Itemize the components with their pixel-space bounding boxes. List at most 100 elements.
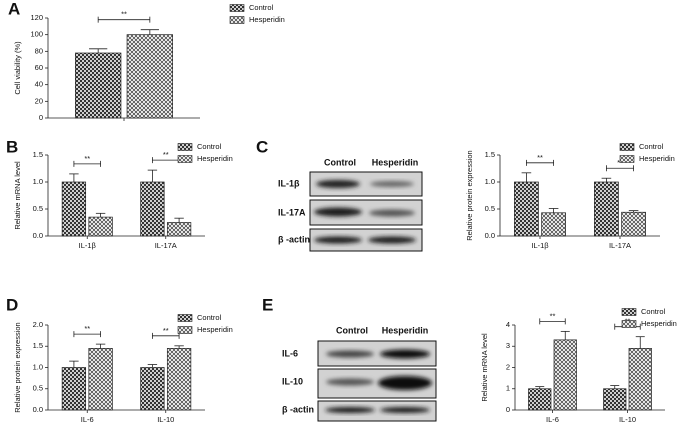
bar xyxy=(166,348,192,411)
error-bar xyxy=(521,172,532,182)
bar xyxy=(621,211,646,237)
blot-column-label: Hesperidin xyxy=(372,157,419,167)
blot-column-label: Control xyxy=(336,325,368,335)
significance-label: ** xyxy=(537,153,543,162)
y-tick-label: 40 xyxy=(35,80,43,89)
legend-label: Control xyxy=(197,142,222,151)
blot-row-label: IL-17A xyxy=(278,207,306,217)
legend-swatch xyxy=(177,314,193,322)
y-tick-label: 80 xyxy=(35,46,43,55)
blot-row-label: IL-10 xyxy=(282,376,303,386)
significance-bracket xyxy=(97,16,151,23)
y-tick-label: 3 xyxy=(506,341,510,350)
legend-swatch xyxy=(229,4,245,12)
x-tick-label: IL-10 xyxy=(157,415,174,424)
y-tick-label: 4 xyxy=(506,320,510,329)
blot-band xyxy=(368,236,416,244)
blot-band xyxy=(369,209,415,217)
y-axis-label: Relative protein expression xyxy=(13,322,22,412)
x-tick-label: IL-1β xyxy=(79,241,97,250)
blot-strip xyxy=(317,400,437,422)
blot-strip xyxy=(309,228,423,252)
error-bar xyxy=(560,330,570,340)
y-tick-label: 1 xyxy=(506,384,510,393)
significance-label: ** xyxy=(163,326,169,335)
legend-swatch xyxy=(177,143,193,151)
bar xyxy=(61,181,87,237)
bar xyxy=(514,181,539,237)
blot-band xyxy=(380,407,430,413)
y-tick-label: 1.0 xyxy=(485,177,495,186)
y-tick-label: 0 xyxy=(506,405,510,414)
y-tick-label: 0 xyxy=(39,113,43,122)
error-bar xyxy=(147,169,158,182)
x-tick-label: IL-17A xyxy=(155,241,177,250)
blot-row-label: IL-6 xyxy=(282,348,298,358)
y-tick-label: 1.0 xyxy=(33,362,43,371)
bar xyxy=(88,348,113,411)
bar xyxy=(541,212,566,237)
blot-band xyxy=(325,407,375,413)
error-bar xyxy=(69,360,79,368)
legend-swatch xyxy=(619,143,635,151)
y-tick-label: 0.0 xyxy=(33,231,43,240)
significance-bracket xyxy=(152,332,180,339)
blot-column-label: Control xyxy=(324,157,356,167)
bar xyxy=(528,388,552,411)
blot-row-label: β -actin xyxy=(278,234,310,244)
blot-row-label: β -actin xyxy=(282,404,314,414)
y-tick-label: 20 xyxy=(35,96,43,105)
y-tick-label: 60 xyxy=(35,63,43,72)
x-tick-label: IL-6 xyxy=(81,415,94,424)
error-bar xyxy=(140,29,159,35)
legend-label: Control xyxy=(639,142,664,151)
significance-label: ** xyxy=(550,311,556,320)
error-bar xyxy=(548,208,559,213)
y-tick-label: 0.5 xyxy=(485,204,495,213)
significance-bracket xyxy=(539,318,566,325)
significance-label: ** xyxy=(84,154,90,163)
blot-band xyxy=(380,349,430,359)
y-axis-label: Relative mRNA level xyxy=(480,333,489,402)
y-tick-label: 1.5 xyxy=(33,150,43,159)
blot-row-label: IL-1β xyxy=(278,178,300,188)
error-bar xyxy=(628,210,639,213)
y-axis-label: Relative protein expression xyxy=(465,150,474,240)
legend-label: Control xyxy=(197,313,222,322)
significance-bracket xyxy=(73,331,101,338)
error-bar xyxy=(535,386,545,389)
bar xyxy=(88,216,113,237)
blot-band xyxy=(378,376,432,390)
bar xyxy=(603,388,627,411)
significance-label: ** xyxy=(163,150,169,159)
error-bar xyxy=(95,343,106,349)
y-axis-label: Cell viability (%) xyxy=(13,41,22,95)
legend-swatch xyxy=(621,320,637,328)
bar xyxy=(140,181,165,237)
legend-label: Hesperidin xyxy=(639,154,675,163)
legend-label: Hesperidin xyxy=(641,319,677,328)
error-bar xyxy=(89,48,108,53)
significance-bracket xyxy=(526,159,554,166)
blot-band xyxy=(370,181,414,187)
legend-swatch xyxy=(229,16,245,24)
y-tick-label: 0.5 xyxy=(33,204,43,213)
panel-label: C xyxy=(256,137,268,156)
y-axis-label: Relative mRNA level xyxy=(13,161,22,230)
legend-swatch xyxy=(621,308,637,316)
y-tick-label: 2 xyxy=(506,362,510,371)
error-bar xyxy=(174,345,184,349)
panel-label: B xyxy=(6,137,18,156)
panel-label: D xyxy=(6,295,18,314)
bar xyxy=(61,367,87,411)
panel-label: A xyxy=(8,0,20,18)
error-bar xyxy=(174,217,184,223)
error-bar xyxy=(95,212,106,218)
y-tick-label: 1.5 xyxy=(33,341,43,350)
error-bar xyxy=(69,173,79,182)
x-tick-label: IL-17A xyxy=(609,241,631,250)
y-tick-label: 0.0 xyxy=(485,231,495,240)
significance-bracket xyxy=(606,165,634,172)
bar xyxy=(140,367,165,411)
